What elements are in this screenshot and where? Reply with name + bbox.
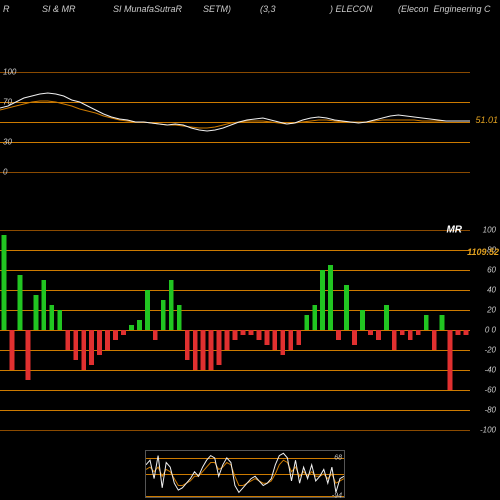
chart-header: R SI & MR SI MunafaSutraR SETM) (3,3 ) E…: [0, 4, 500, 20]
rsi-current-value: 51.01: [475, 115, 498, 125]
header-elecon: ) ELECON: [330, 4, 373, 14]
mr-bar-chart: [0, 230, 470, 430]
header-company: (Elecon Engineering C: [398, 4, 491, 14]
mr-panel: 100806040200 0-20-40-60-80-100 MR 1109.5…: [0, 230, 470, 430]
header-r: R: [3, 4, 10, 14]
rsi-panel: 10070300 51.01: [0, 72, 470, 172]
mini-line-chart: [146, 451, 344, 497]
header-si-mr: SI & MR: [42, 4, 76, 14]
mr-current-value: 1109.52: [467, 247, 499, 257]
header-33: (3,3: [260, 4, 276, 14]
rsi-line-chart: [0, 72, 470, 172]
header-setm: SETM): [203, 4, 231, 14]
header-sutra: SI MunafaSutraR: [113, 4, 182, 14]
mini-panel: 68-94: [145, 450, 345, 498]
